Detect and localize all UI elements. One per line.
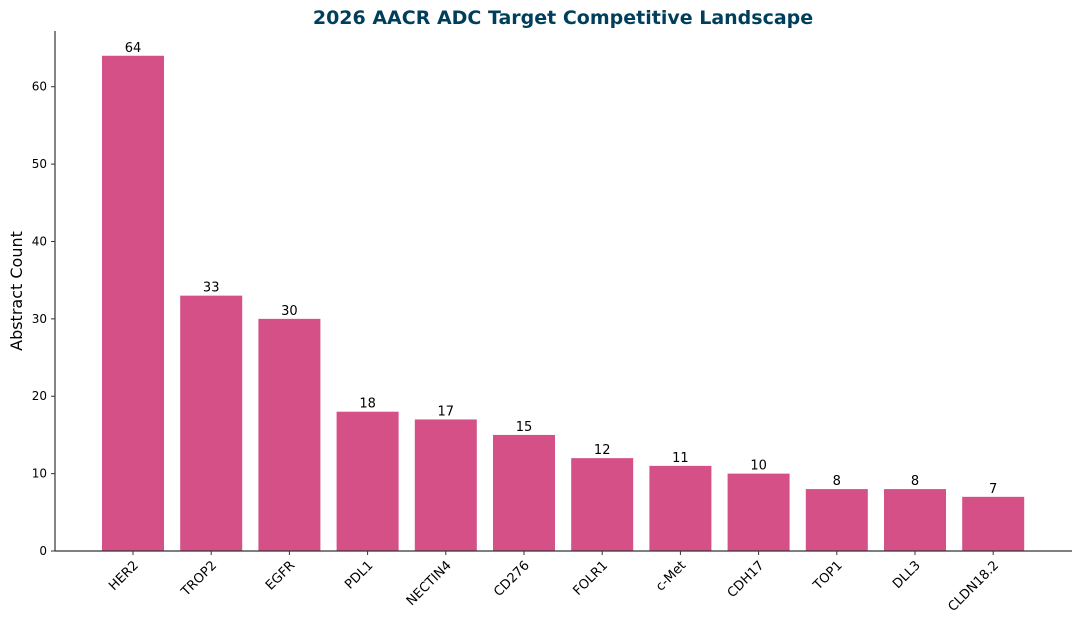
value-label-pdl1: 18 [359,397,376,412]
x-tick-label-folr1: FOLR1 [571,558,611,598]
x-tick-label-pdl1: PDL1 [342,558,376,592]
chart-title: 2026 AACR ADC Target Competitive Landsca… [313,7,813,29]
x-tick-label-cdh17: CDH17 [725,558,768,601]
value-label-nectin4: 17 [438,404,455,419]
y-axis-label: Abstract Count [7,231,26,351]
x-tick-label-c-met: c-Met [653,558,689,594]
bar-her2 [102,55,164,551]
bar-cd276 [493,434,555,551]
value-label-her2: 64 [125,41,142,56]
y-tick-label-20: 20 [32,389,47,403]
bar-c-met [649,465,712,551]
value-label-cldn18-2: 7 [989,482,997,497]
bar-top1 [805,489,868,551]
y-tick-label-50: 50 [32,157,47,171]
bar-dll3 [884,489,946,551]
y-tick-label-60: 60 [32,80,47,94]
value-label-c-met: 11 [672,451,689,466]
value-label-dll3: 8 [911,474,919,489]
x-tick-label-dll3: DLL3 [890,558,924,592]
bar-egfr [258,318,321,551]
value-label-trop2: 33 [203,281,220,296]
bar-trop2 [180,295,243,551]
value-label-folr1: 12 [594,443,611,458]
value-label-egfr: 30 [281,304,298,319]
x-tick-label-cd276: CD276 [491,558,533,600]
y-tick-label-30: 30 [32,312,47,326]
x-tick-label-egfr: EGFR [263,558,298,593]
bar-nectin4 [414,419,477,551]
x-tick-label-trop2: TROP2 [178,558,220,600]
plot-area: 64 HER2 33 TROP2 30 EGFR 18 PDL1 17 NECTIN4 15 CD27… [32,31,1072,615]
y-tick-label-10: 10 [32,467,47,481]
bar-folr1 [571,458,634,551]
x-tick-label-her2: HER2 [106,558,142,594]
value-label-top1: 8 [833,474,841,489]
bar-pdl1 [336,411,399,551]
y-tick-label-0: 0 [39,544,47,558]
bar-cldn18-2 [962,496,1025,551]
value-label-cd276: 15 [516,420,533,435]
value-label-cdh17: 10 [750,459,767,474]
bar-cdh17 [727,473,790,551]
x-tick-label-nectin4: NECTIN4 [404,558,455,609]
x-tick-label-cldn18-2: CLDN18.2 [945,558,1002,615]
x-tick-label-top1: TOP1 [810,558,846,594]
y-tick-label-40: 40 [32,234,47,248]
